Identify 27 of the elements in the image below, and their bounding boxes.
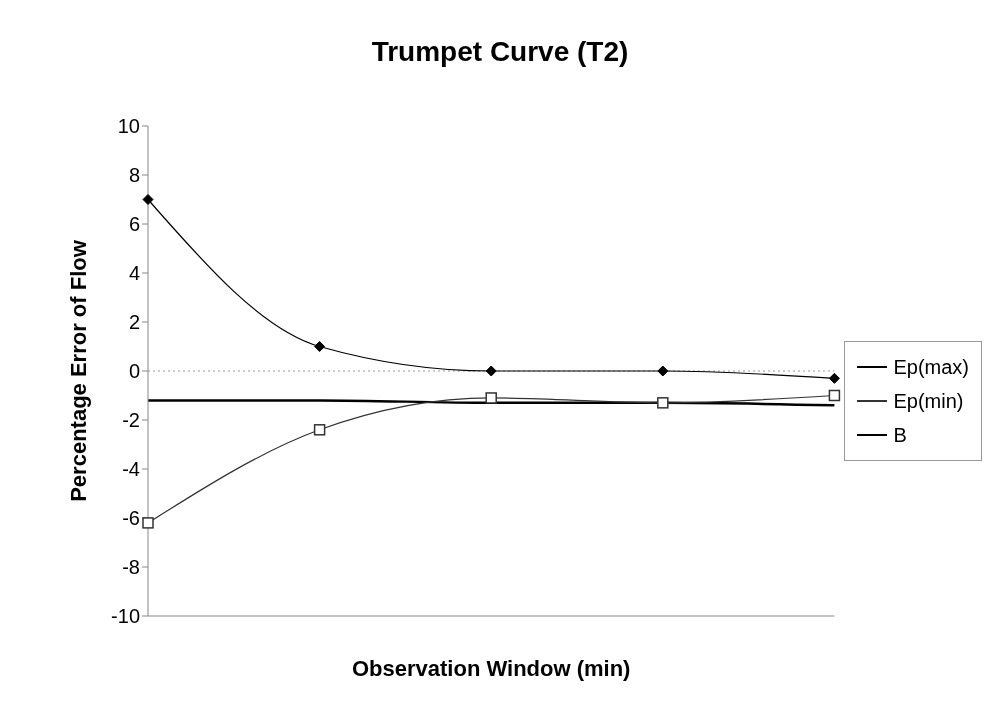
point: [657, 397, 669, 409]
point: [485, 392, 497, 404]
point: [142, 194, 154, 205]
point: [485, 365, 497, 377]
y-axis-title: Percentage Error of Flow: [65, 239, 91, 502]
chart-title: Trumpet Curve (T2): [370, 35, 630, 69]
y-tick-label: -8: [122, 556, 140, 579]
y-tick-label: 4: [128, 262, 140, 285]
point: [142, 517, 154, 529]
point: [828, 372, 840, 384]
y-tick-label: -10: [111, 605, 140, 628]
y-tick-label: -6: [122, 507, 140, 530]
y-tick-label: 0: [128, 360, 140, 383]
legend-label: Ep(min): [893, 389, 964, 414]
point: [313, 424, 326, 436]
y-tick-label: 8: [128, 164, 140, 187]
point: [314, 341, 326, 352]
legend-label: Ep(max): [893, 355, 969, 380]
point: [828, 389, 841, 402]
legend-label: B: [893, 423, 907, 448]
y-tick-label: 6: [128, 213, 140, 236]
y-tick-label: -2: [122, 409, 140, 432]
y-tick-label: 2: [128, 311, 140, 334]
point: [657, 365, 669, 377]
y-tick-label: -4: [122, 458, 140, 481]
y-tick-label: 10: [117, 115, 140, 138]
x-axis-title: Observation Window (min): [351, 656, 631, 681]
